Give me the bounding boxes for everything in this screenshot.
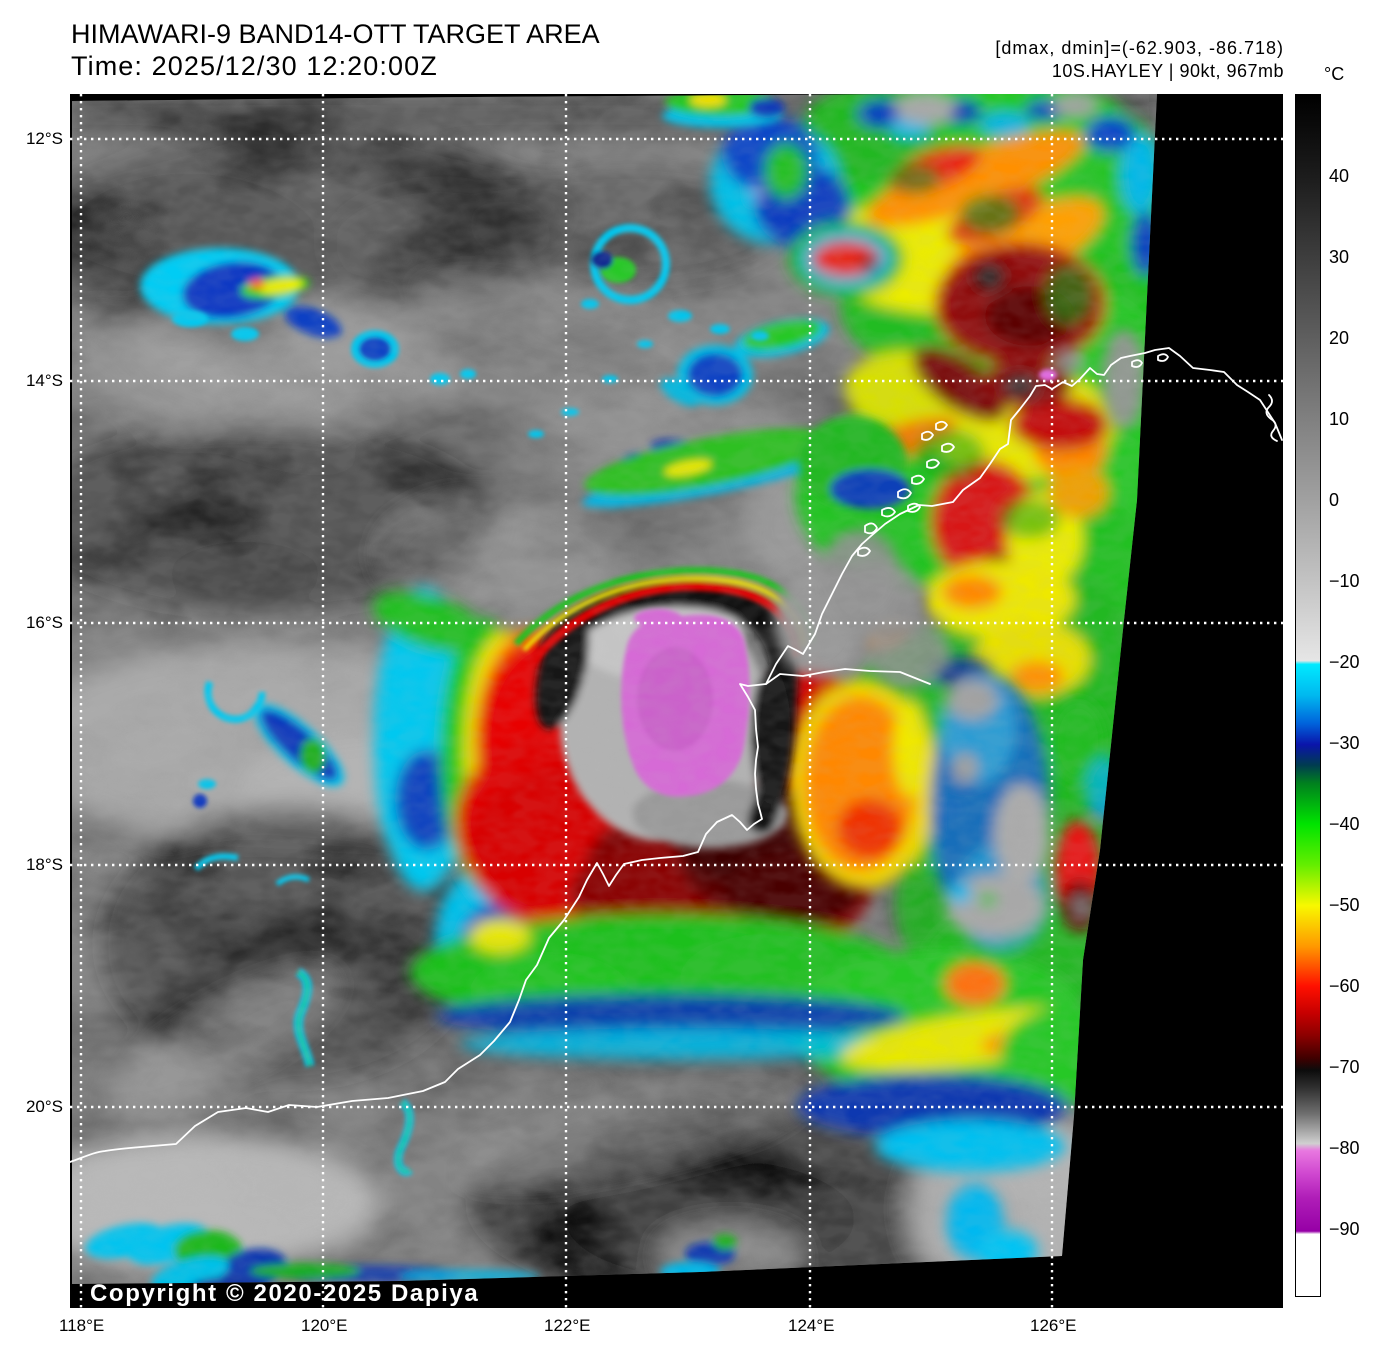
svg-text:Copyright © 2020-2025 Dapiya: Copyright © 2020-2025 Dapiya [90, 1280, 479, 1307]
